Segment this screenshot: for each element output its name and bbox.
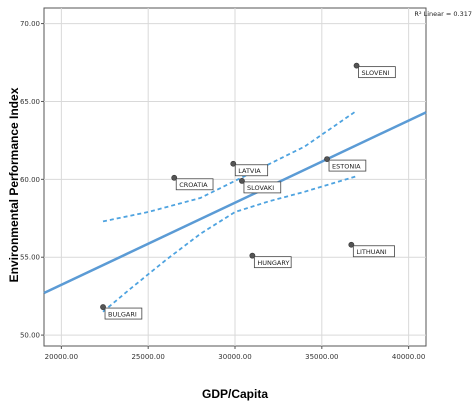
data-point-slovaki: SLOVAKI xyxy=(239,177,282,194)
data-point-croatia: CROATIA xyxy=(171,174,214,191)
point-label-box xyxy=(234,164,269,177)
point-label-box xyxy=(253,256,292,269)
point-label: LATVIA xyxy=(238,167,261,175)
point-marker xyxy=(348,241,355,248)
point-label-box xyxy=(352,245,395,258)
x-tick-label: 30000.00 xyxy=(218,353,251,361)
data-point-latvia: LATVIA xyxy=(230,160,269,177)
x-tick-label: 35000.00 xyxy=(305,353,338,361)
point-marker xyxy=(353,62,360,69)
data-point-hungary: HUNGARY xyxy=(249,252,292,269)
x-tick-labels: 20000.00 25000.00 30000.00 35000.00 40000.00 xyxy=(45,353,426,361)
confidence-interval xyxy=(102,110,358,313)
point-marker xyxy=(324,156,330,162)
x-tick-label: 20000.00 xyxy=(45,353,78,361)
point-label: HUNGARY xyxy=(257,259,289,267)
data-point-estonia: ESTONIA xyxy=(324,156,367,172)
x-tick-label: 40000.00 xyxy=(392,353,425,361)
fit-line-group xyxy=(43,111,427,295)
data-points: BULGARI CROATIA LATVIA SLOVAKI HUNGARY ESTONI… xyxy=(100,62,396,320)
r2-label: R² Linear = 0.317 xyxy=(414,10,472,18)
point-label: SLOVAKI xyxy=(247,184,274,192)
point-label: CROATIA xyxy=(179,181,208,189)
data-point-bulgari: BULGARI xyxy=(100,304,143,320)
point-label: SLOVENI xyxy=(362,69,390,77)
point-marker xyxy=(171,174,178,181)
point-label: LITHUANI xyxy=(356,248,386,256)
y-tick-labels: 50.00 55.00 60.00 65.00 70.00 xyxy=(20,20,40,340)
y-tick-label: 65.00 xyxy=(20,98,40,106)
data-point-sloveni: SLOVENI xyxy=(353,62,396,79)
point-marker xyxy=(230,160,237,167)
y-tick-label: 60.00 xyxy=(20,176,40,184)
point-marker xyxy=(249,252,256,259)
grid-lines xyxy=(41,8,426,349)
point-label-box xyxy=(358,66,396,79)
y-tick-label: 55.00 xyxy=(20,254,40,262)
point-label: ESTONIA xyxy=(332,162,361,170)
point-label-box xyxy=(175,178,214,191)
x-axis-label: GDP/Capita xyxy=(202,387,268,401)
fit-line xyxy=(43,111,427,295)
y-tick-label: 70.00 xyxy=(20,20,40,28)
point-marker xyxy=(239,177,245,184)
point-label-box xyxy=(328,159,367,172)
point-marker xyxy=(100,304,106,310)
y-tick-label: 50.00 xyxy=(20,332,40,340)
point-label: BULGARI xyxy=(108,310,137,318)
x-tick-label: 25000.00 xyxy=(131,353,164,361)
ci-lower-line xyxy=(102,175,357,313)
point-label-box xyxy=(243,181,282,194)
y-axis-label: Environmental Performance Index xyxy=(7,87,21,282)
point-label-box xyxy=(104,307,143,320)
data-point-lithuani: LITHUANI xyxy=(348,241,395,258)
